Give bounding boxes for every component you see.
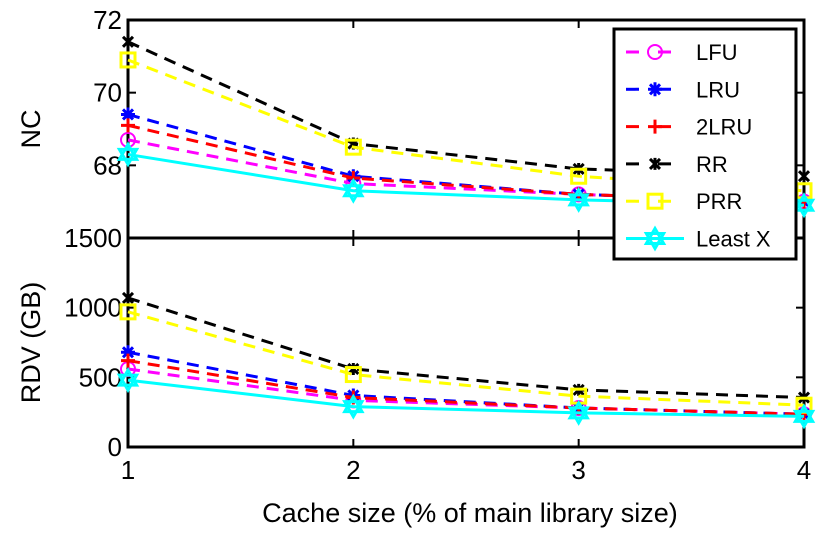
series-line: [127, 378, 805, 418]
marker-square: [344, 366, 362, 384]
marker-x: [121, 35, 135, 48]
y-axis-label: NC: [16, 110, 46, 149]
marker-square: [119, 303, 137, 321]
marker-asterisk: [648, 82, 662, 97]
marker-hexagram: [567, 399, 590, 420]
legend: LFU LRU 2LRU RR PRR Least X: [612, 27, 798, 261]
panel-2: 0 500 1000 1500 RDV (GB) 1 2 3 4 Cache size (% of…: [16, 223, 816, 528]
y-tick-label: 72: [93, 5, 122, 35]
marker-hexagram: [792, 409, 816, 430]
y-tick-label: 0: [108, 432, 122, 462]
legend-entry: RR: [626, 152, 728, 177]
marker-plus: [648, 119, 662, 134]
y-tick-label: 68: [93, 150, 122, 180]
legend-label: LRU: [696, 77, 740, 102]
marker-hexagram: [567, 193, 590, 213]
marker-hexagram: [643, 232, 667, 252]
legend-entry: LRU: [626, 77, 740, 102]
marker-hexagram: [792, 192, 816, 212]
plot-frame: [126, 236, 806, 449]
legend-label: 2LRU: [696, 115, 752, 140]
x-tick-label: 3: [571, 455, 585, 485]
marker-x: [648, 157, 662, 170]
marker-square: [646, 192, 664, 210]
marker-hexagram: [342, 400, 365, 420]
y-tick-label: 70: [93, 78, 122, 108]
marker-hexagram: [116, 367, 140, 387]
marker-square: [570, 167, 588, 185]
marker-hexagram: [116, 147, 140, 168]
marker-hexagram: [567, 406, 590, 426]
legend-entry: LFU: [626, 40, 738, 65]
marker-asterisk: [121, 107, 135, 122]
series-line: [127, 310, 805, 407]
marker-hexagram: [116, 141, 140, 161]
marker-hexagram: [116, 373, 140, 394]
y-tick-label: 1000: [64, 293, 122, 323]
legend-label: PRR: [696, 189, 742, 214]
legend-entry: Least X: [626, 225, 771, 252]
marker-hexagram: [567, 186, 590, 207]
legend-entry: PRR: [626, 189, 742, 214]
marker-hexagram: [643, 225, 667, 245]
marker-hexagram: [792, 403, 816, 423]
y-tick-label: 500: [79, 362, 122, 392]
marker-hexagram: [342, 393, 365, 414]
legend-entry: 2LRU: [626, 115, 752, 140]
marker-square: [119, 51, 137, 69]
legend-box: [612, 27, 798, 261]
series-line: [127, 296, 805, 400]
legend-label: RR: [696, 152, 728, 177]
legend-label: LFU: [696, 40, 738, 65]
y-tick-label: 1500: [64, 223, 122, 253]
marker-asterisk: [121, 345, 135, 360]
marker-hexagram: [342, 184, 365, 204]
marker-x: [797, 170, 811, 183]
x-tick-label: 2: [346, 455, 360, 485]
x-tick-label: 4: [797, 455, 811, 485]
marker-square: [344, 138, 362, 156]
x-axis-label: Cache size (% of main library size): [262, 498, 678, 528]
marker-hexagram: [342, 177, 365, 198]
series-least-x: [116, 367, 816, 430]
marker-hexagram: [792, 198, 816, 219]
marker-plus: [121, 353, 135, 368]
y-axis-label: RDV (GB): [16, 282, 46, 404]
series-prr: [119, 303, 813, 414]
x-tick-label: 1: [121, 455, 135, 485]
legend-label: Least X: [696, 227, 771, 252]
marker-x: [121, 291, 135, 304]
marker-plus: [121, 118, 135, 133]
marker-circle: [647, 44, 663, 60]
series-line: [127, 359, 805, 416]
